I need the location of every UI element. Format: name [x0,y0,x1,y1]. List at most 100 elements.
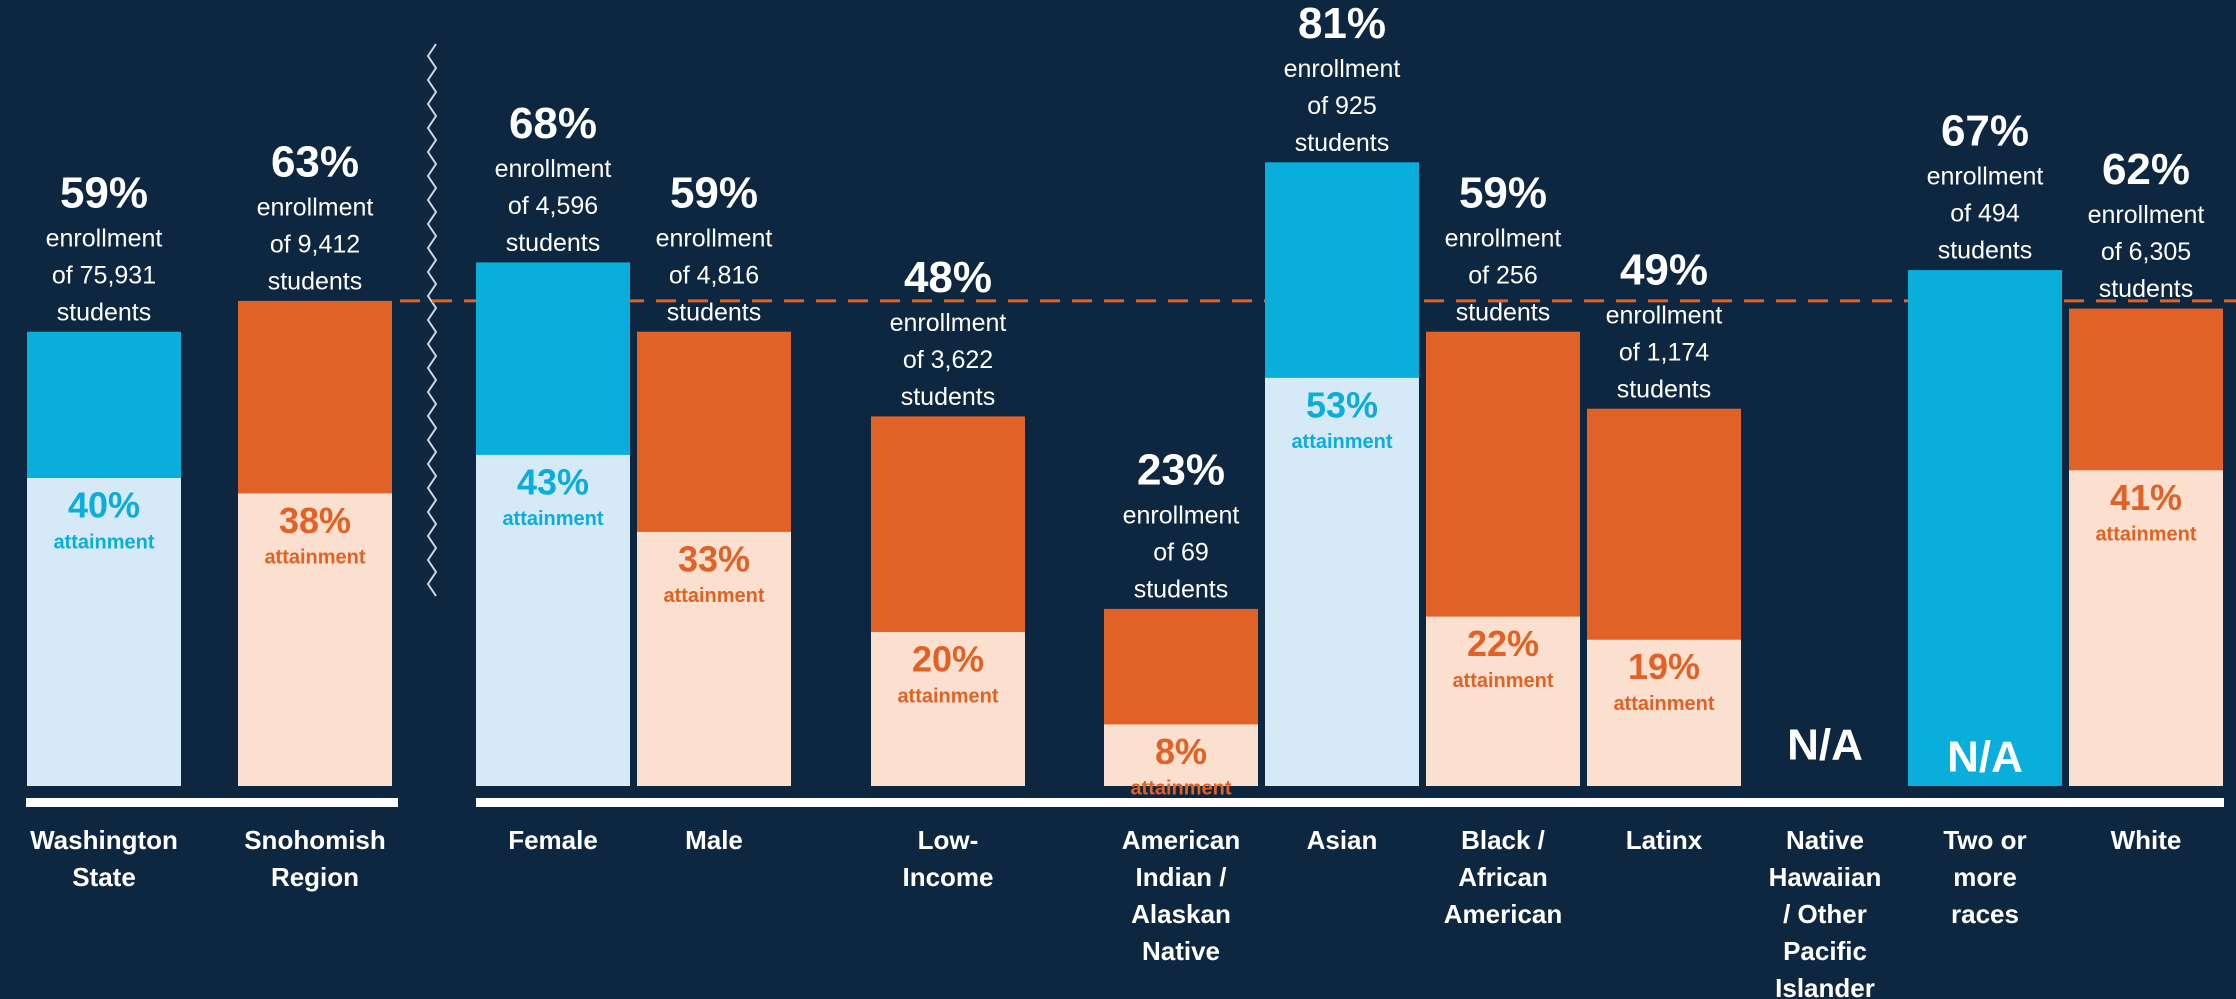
category-label: Low- [918,825,979,855]
attainment-bar [1104,724,1258,786]
attainment-label: 20% [912,639,984,680]
enrollment-name: enrollment [46,224,163,252]
enrollment-label: 49% [1620,245,1708,294]
students-label: students [57,298,152,326]
attainment-name: attainment [53,531,154,553]
attainment-name: attainment [2095,524,2196,546]
enrollment-label: 48% [904,253,992,302]
category-label: Male [685,825,743,855]
category-label: Washington [30,825,178,855]
students-label: students [268,268,363,296]
attainment-bar [27,478,181,786]
attainment-name: attainment [1452,670,1553,692]
category-label: Islander [1775,973,1875,999]
category-label: Alaskan [1131,899,1231,929]
category-label: Female [508,825,598,855]
category-label: Income [902,862,993,892]
attainment-label: 53% [1306,384,1378,425]
students-label: students [901,383,996,411]
enrollment-label: 68% [509,99,597,148]
category-label: Indian / [1136,862,1227,892]
student-count: of 256 [1468,261,1538,289]
baseline [476,798,2224,807]
category-label: Pacific [1783,936,1867,966]
attainment-label: 33% [678,538,750,579]
enrollment-label: 63% [271,138,359,187]
student-count: of 4,596 [508,192,598,220]
attainment-name: attainment [897,685,998,707]
category-label: Native [1786,825,1864,855]
enrollment-label: 62% [2102,145,2190,194]
category-label: Hawaiian [1769,862,1882,892]
enrollment-name: enrollment [257,194,374,222]
category-label: Asian [1307,825,1378,855]
category-label: African [1458,862,1548,892]
enrollment-name: enrollment [495,155,612,183]
attainment-name: attainment [1291,431,1392,453]
students-label: students [2099,275,2194,303]
student-count: of 9,412 [270,231,360,259]
student-count: of 75,931 [52,261,156,289]
enrollment-name: enrollment [2088,201,2205,229]
enrollment-label: 59% [1459,168,1547,217]
enrollment-label: 81% [1298,0,1386,48]
attainment-bar [476,454,630,786]
category-label: more [1953,862,2017,892]
attainment-bar [1265,377,1419,786]
students-label: students [667,298,762,326]
students-label: students [1134,576,1229,604]
category-label: White [2111,825,2182,855]
enrollment-bar [1908,270,2062,787]
student-count: of 3,622 [903,346,993,374]
enrollment-label: 23% [1137,446,1225,495]
attainment-name: attainment [264,547,365,569]
students-label: students [506,229,601,257]
enrollment-label: 59% [60,168,148,217]
students-label: students [1295,129,1390,157]
attainment-bar [1587,639,1741,786]
attainment-label: 38% [279,500,351,541]
category-label: American [1122,825,1241,855]
enrollment-name: enrollment [1927,163,2044,191]
student-count: of 925 [1307,92,1377,120]
category-label: State [72,862,136,892]
attainment-bar [1426,616,1580,786]
attainment-bar [871,632,1025,786]
category-label: Two or [1943,825,2026,855]
student-count: of 6,305 [2101,238,2191,266]
student-count: of 494 [1950,200,2020,228]
enrollment-name: enrollment [890,309,1007,337]
attainment-bar [2069,470,2223,786]
na-label: N/A [1947,733,2023,782]
students-label: students [1617,375,1712,403]
attainment-name: attainment [663,585,764,607]
attainment-name: attainment [1613,693,1714,715]
attainment-label: 19% [1628,646,1700,687]
attainment-name: attainment [1130,778,1231,800]
attainment-label: 22% [1467,623,1539,664]
attainment-label: 40% [68,485,140,526]
attainment-bar [637,531,791,786]
category-label: Latinx [1626,825,1703,855]
category-label: Snohomish [244,825,386,855]
students-label: students [1938,237,2033,265]
na-label: N/A [1787,721,1863,770]
enrollment-label: 67% [1941,107,2029,156]
category-label: Native [1142,936,1220,966]
enrollment-label: 59% [670,168,758,217]
attainment-label: 43% [517,461,589,502]
attainment-name: attainment [502,508,603,530]
enrollment-name: enrollment [1445,224,1562,252]
category-label: races [1951,899,2019,929]
student-count: of 4,816 [669,261,759,289]
category-label: American [1444,899,1563,929]
students-label: students [1456,298,1551,326]
enrollment-name: enrollment [656,224,773,252]
category-label: Black / [1461,825,1545,855]
attainment-bar [238,493,392,786]
enrollment-name: enrollment [1123,502,1240,530]
baseline [26,798,398,807]
category-label: Region [271,862,359,892]
enrollment-name: enrollment [1284,55,1401,83]
